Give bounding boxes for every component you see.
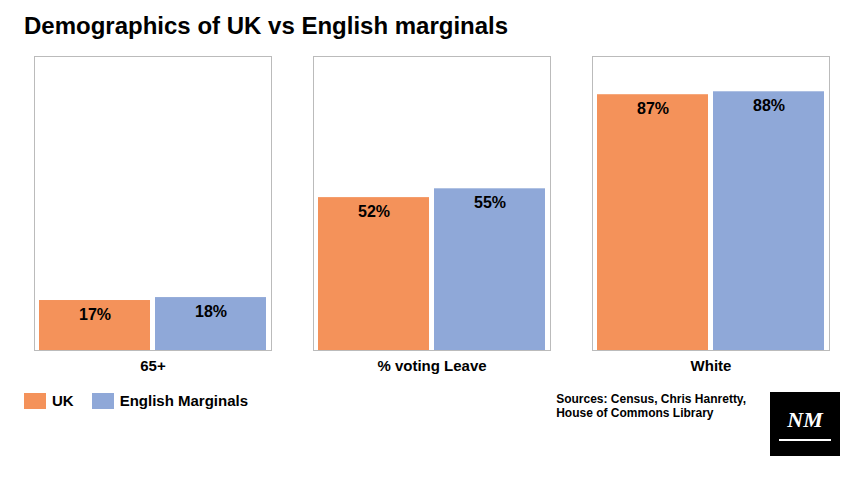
svg-text:65+: 65+ (140, 357, 166, 374)
html-text:UK: UK (52, 392, 74, 409)
html-text:NM: NM (787, 407, 823, 432)
svg-text:17%: 17% (79, 306, 111, 323)
svg-text:55%: 55% (474, 194, 506, 211)
html-text:Demographics of UK vs English: Demographics of UK vs English marginals (24, 12, 509, 39)
svg-text:52%: 52% (358, 203, 390, 220)
svg-text:White: White (691, 357, 732, 374)
svg-text:87%: 87% (637, 100, 669, 117)
svg-text:18%: 18% (195, 303, 227, 320)
svg-text:88%: 88% (753, 97, 785, 114)
svg-text:% voting Leave: % voting Leave (377, 357, 486, 374)
html-text:Sources: Census, Chris Hanrett: Sources: Census, Chris Hanretty, House o… (556, 392, 746, 420)
html-text:English Marginals: English Marginals (119, 392, 248, 409)
